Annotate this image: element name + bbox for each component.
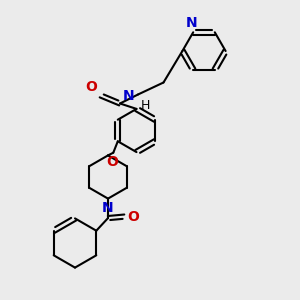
Text: O: O (106, 155, 118, 169)
Text: O: O (128, 210, 140, 224)
Text: H: H (140, 99, 150, 112)
Text: N: N (186, 16, 197, 30)
Text: N: N (102, 201, 114, 215)
Text: N: N (123, 89, 134, 103)
Text: O: O (85, 80, 97, 94)
